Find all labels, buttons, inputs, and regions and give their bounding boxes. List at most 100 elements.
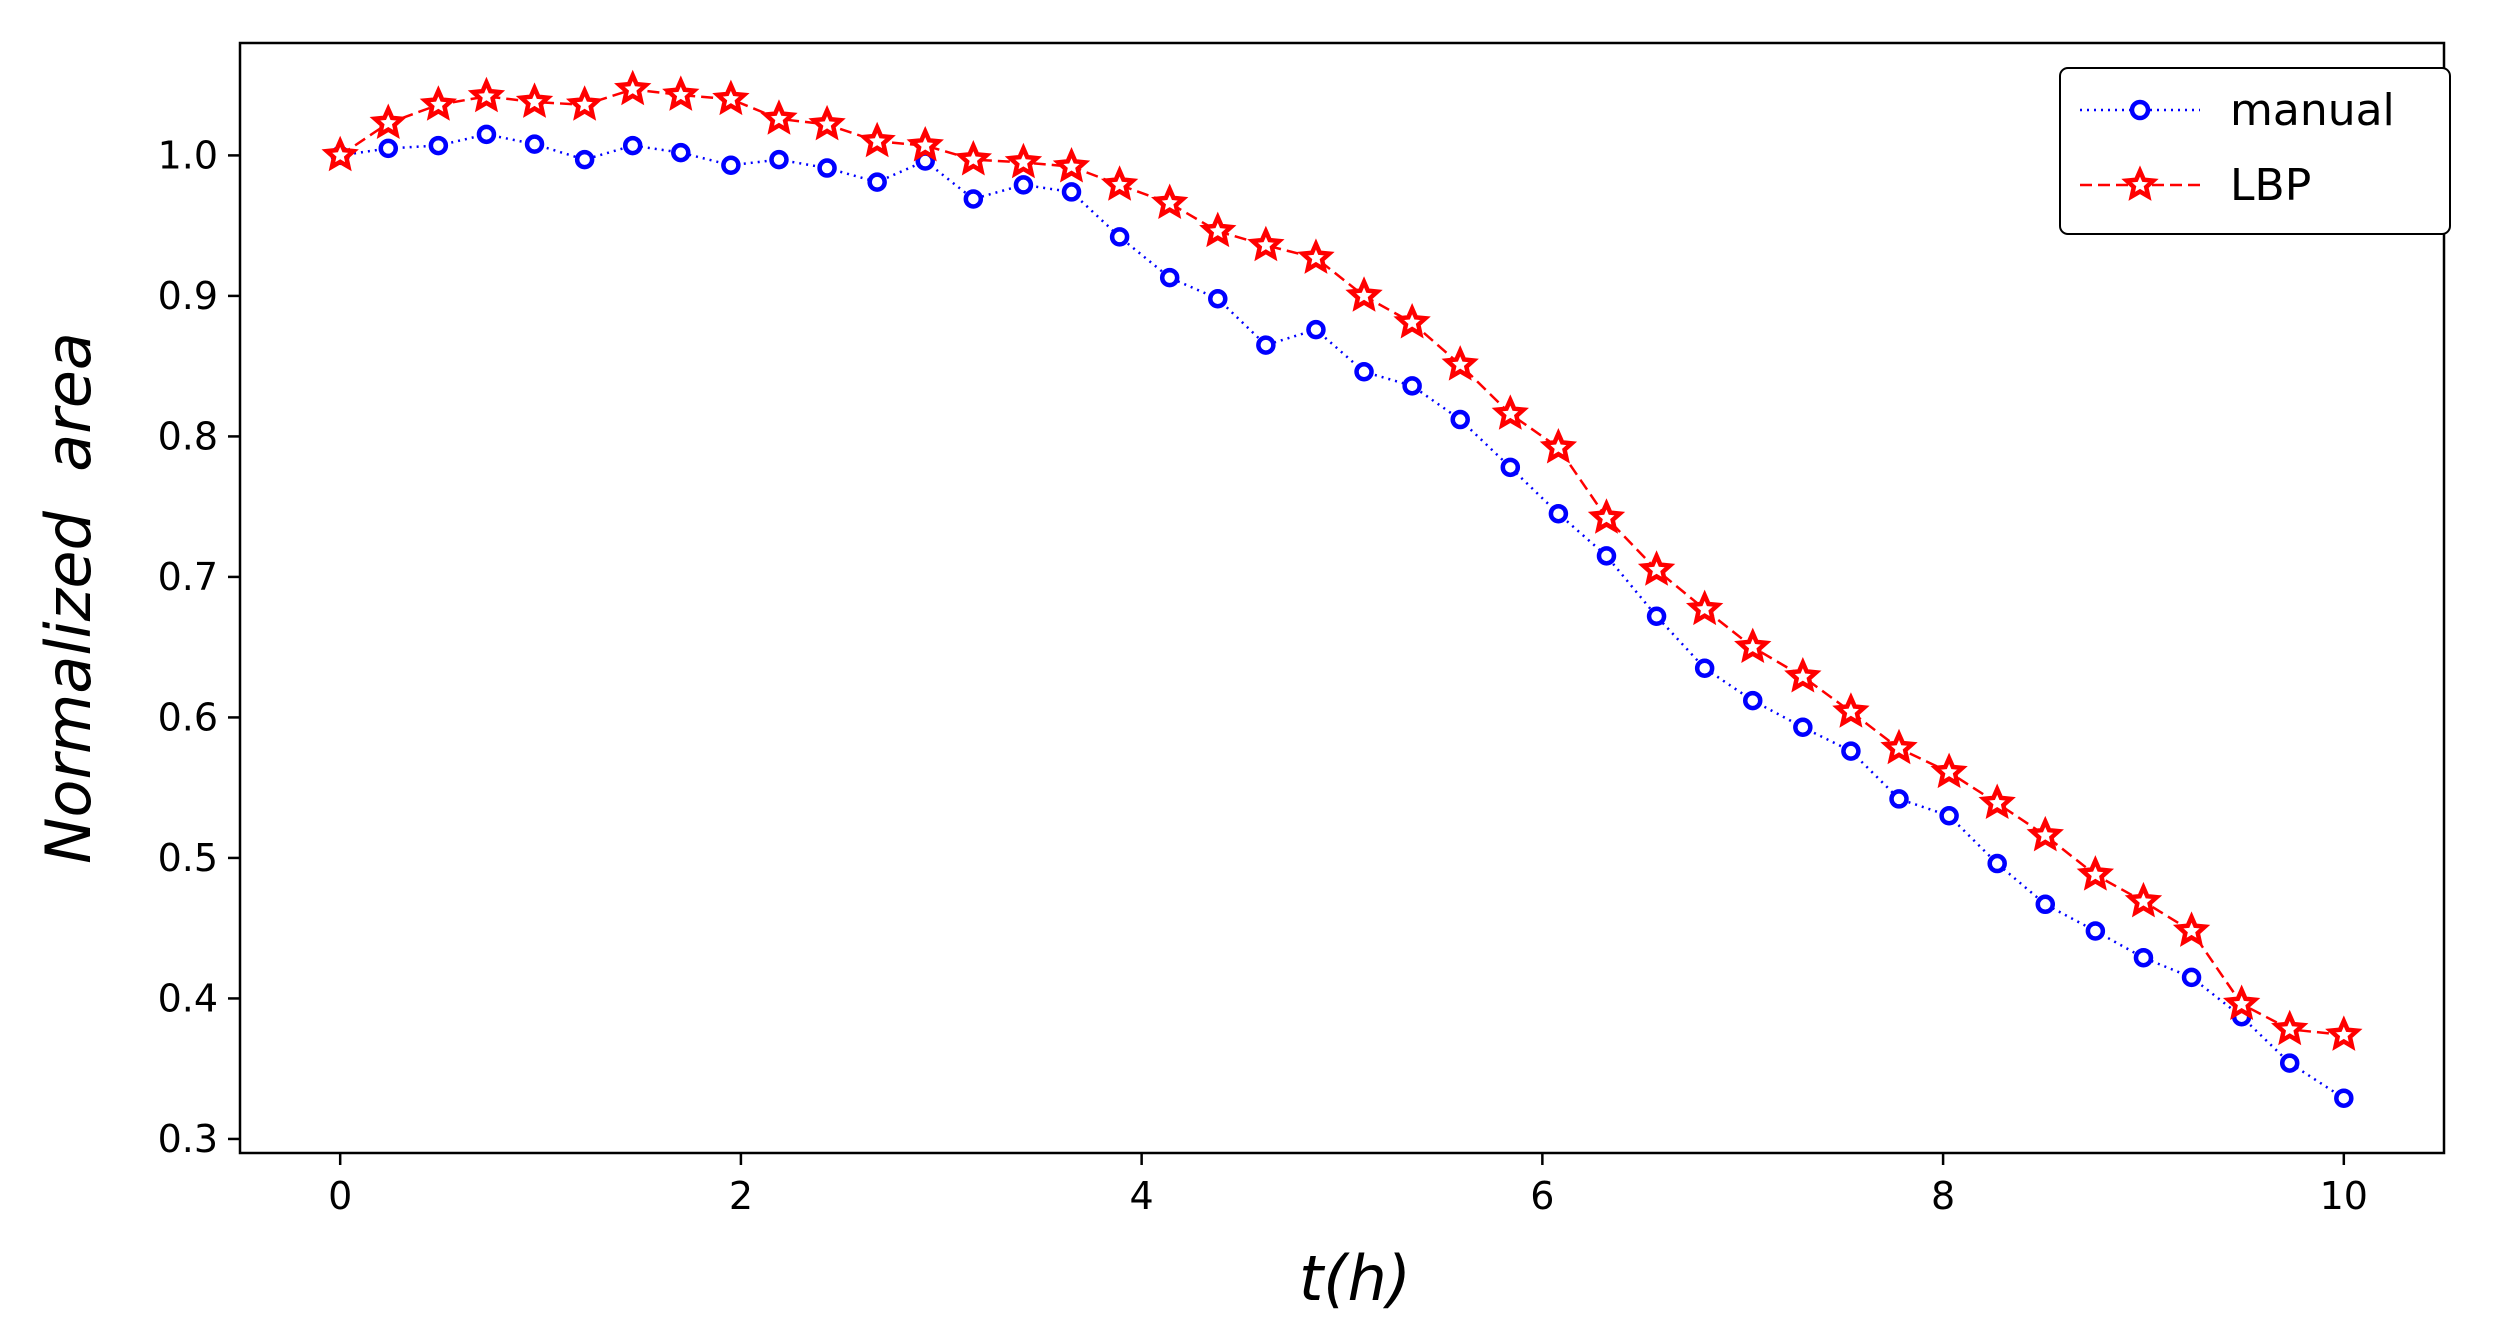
data-point-lbp xyxy=(1784,657,1822,693)
data-point-lbp xyxy=(760,99,798,135)
data-point-lbp xyxy=(858,121,896,158)
data-point-lbp xyxy=(1978,783,2016,820)
data-point-lbp xyxy=(808,104,846,141)
y-tick-label: 0.3 xyxy=(158,1117,218,1161)
x-tick-label: 6 xyxy=(1530,1174,1554,1218)
data-point-lbp xyxy=(1930,752,1968,789)
data-point-manual xyxy=(1694,658,1715,679)
data-point-lbp xyxy=(1491,394,1529,430)
y-tick-label: 0.8 xyxy=(158,414,218,458)
y-tick-label: 1.0 xyxy=(158,133,218,177)
data-point-lbp xyxy=(1151,183,1189,220)
data-point-manual xyxy=(1402,376,1422,396)
data-point-lbp xyxy=(321,135,359,172)
data-point-manual xyxy=(721,155,741,175)
series-layer xyxy=(321,69,2363,1108)
data-point-lbp xyxy=(515,82,554,118)
y-axis-title: Normalized area xyxy=(32,332,105,864)
data-point-lbp xyxy=(2172,911,2211,947)
data-point-manual xyxy=(1354,362,1374,382)
data-point-lbp xyxy=(2124,881,2163,918)
data-point-lbp xyxy=(2026,815,2064,852)
data-point-manual xyxy=(2279,1053,2300,1073)
data-point-lbp xyxy=(1004,142,1043,179)
x-tick-label: 0 xyxy=(328,1174,352,1218)
x-tick-label: 2 xyxy=(729,1174,753,1218)
data-point-manual xyxy=(1500,457,1521,478)
legend-entry-manual: manual xyxy=(2080,85,2395,136)
data-point-manual xyxy=(1159,267,1180,288)
data-point-manual xyxy=(1306,319,1326,340)
data-point-lbp xyxy=(2271,1009,2309,1046)
data-point-lbp xyxy=(1832,692,1870,728)
data-point-manual xyxy=(2085,921,2106,941)
data-point-manual xyxy=(2035,894,2056,915)
data-point-lbp xyxy=(369,103,407,139)
data-point-manual xyxy=(1109,227,1130,247)
data-point-manual xyxy=(1889,789,1909,809)
data-point-manual xyxy=(1841,741,1861,761)
data-point-lbp xyxy=(1345,276,1383,312)
data-point-manual xyxy=(867,172,887,192)
data-point-manual xyxy=(1450,409,1470,430)
data-point-lbp xyxy=(1539,428,1578,464)
data-point-lbp xyxy=(1880,728,1918,765)
data-point-lbp xyxy=(467,76,506,113)
x-axis: 0 2 4 6 8 10 xyxy=(328,1153,2368,1218)
data-point-lbp xyxy=(1734,627,1772,664)
y-tick-label: 0.6 xyxy=(158,695,218,739)
data-point-manual xyxy=(1208,288,1228,309)
data-point-manual xyxy=(1793,717,1813,738)
data-point-manual xyxy=(671,142,691,163)
data-point-manual xyxy=(817,158,837,178)
y-tick-label: 0.7 xyxy=(158,555,218,599)
x-tick-label: 4 xyxy=(1130,1174,1154,1218)
data-point-manual xyxy=(622,135,643,156)
data-point-manual xyxy=(1742,690,1763,711)
data-point-lbp xyxy=(419,85,458,121)
y-axis: 0.3 0.4 0.5 0.6 0.7 0.8 0.9 1.0 xyxy=(158,133,240,1161)
data-point-lbp xyxy=(1441,345,1479,381)
data-point-lbp xyxy=(906,125,944,162)
data-point-manual xyxy=(1596,546,1617,566)
y-tick-label: 0.5 xyxy=(158,836,218,880)
data-point-manual xyxy=(1548,503,1569,524)
data-point-manual xyxy=(769,149,789,170)
data-point-manual xyxy=(428,135,449,156)
y-tick-label: 0.4 xyxy=(158,976,218,1020)
x-tick-label: 10 xyxy=(2320,1174,2368,1218)
data-point-lbp xyxy=(1199,211,1237,248)
legend-label-lbp: LBP xyxy=(2230,160,2311,211)
data-point-lbp xyxy=(1587,498,1626,534)
data-point-lbp xyxy=(954,140,992,176)
x-axis-title: t(h) xyxy=(1299,1242,1411,1315)
data-point-lbp xyxy=(712,79,750,116)
data-point-lbp xyxy=(662,75,700,111)
data-point-manual xyxy=(1256,335,1276,355)
data-point-lbp xyxy=(1052,147,1091,183)
data-point-manual xyxy=(1987,853,2007,874)
data-point-lbp xyxy=(1393,302,1431,339)
data-point-lbp xyxy=(1247,225,1285,262)
data-point-manual xyxy=(963,189,984,209)
data-point-lbp xyxy=(614,69,652,106)
data-point-lbp xyxy=(2325,1015,2363,1051)
data-point-lbp xyxy=(2076,855,2115,891)
data-point-lbp xyxy=(1637,550,1676,586)
data-point-manual xyxy=(574,149,595,170)
data-point-lbp xyxy=(1685,589,1724,626)
data-point-manual xyxy=(378,138,399,159)
legend-label-manual: manual xyxy=(2230,85,2395,136)
legend-entry-lbp: LBP xyxy=(2080,160,2311,211)
data-point-manual xyxy=(476,124,497,145)
y-tick-label: 0.9 xyxy=(158,274,218,318)
data-point-manual xyxy=(2181,967,2202,988)
x-tick-label: 8 xyxy=(1931,1174,1955,1218)
data-point-manual xyxy=(1939,806,1959,826)
legend: manual LBP xyxy=(2059,67,2451,235)
data-point-manual xyxy=(1013,175,1034,195)
data-point-manual xyxy=(1061,182,1082,202)
data-point-lbp xyxy=(1100,165,1139,201)
data-point-lbp xyxy=(565,85,604,121)
